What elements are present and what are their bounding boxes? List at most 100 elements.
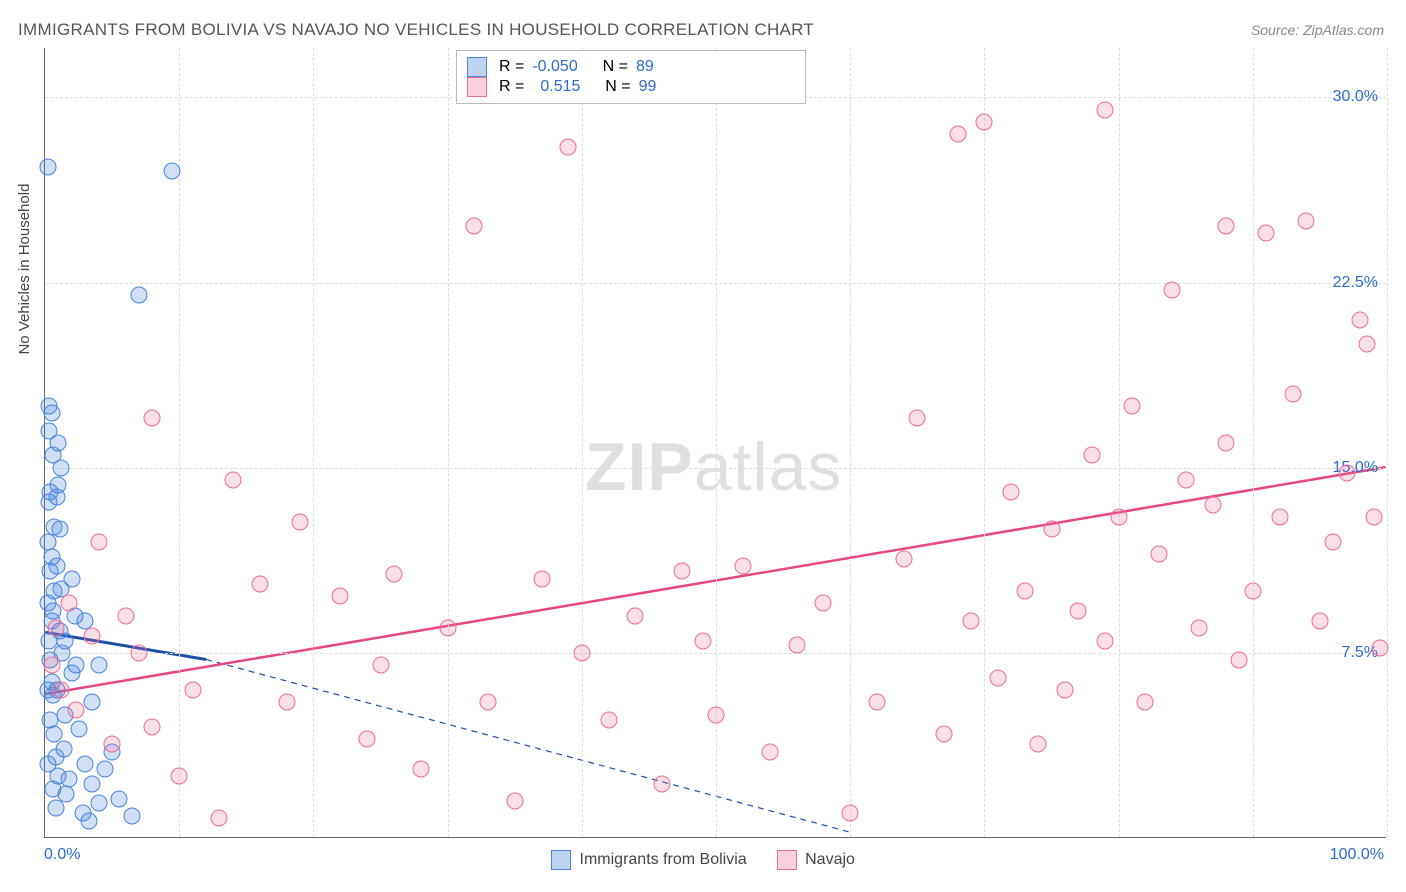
grid-line-v: [1253, 48, 1254, 837]
scatter-point: [1358, 336, 1375, 353]
scatter-point: [1124, 397, 1141, 414]
scatter-point: [291, 514, 308, 531]
scatter-point: [842, 805, 859, 822]
scatter-point: [815, 595, 832, 612]
scatter-point: [1258, 225, 1275, 242]
scatter-point: [124, 807, 141, 824]
scatter-point: [560, 138, 577, 155]
scatter-point: [949, 126, 966, 143]
r-label: R =: [499, 58, 524, 76]
scatter-point: [1056, 681, 1073, 698]
swatch-series0-icon: [467, 57, 487, 77]
scatter-point: [55, 741, 72, 758]
n-value-series1: 99: [639, 78, 657, 96]
scatter-point: [1204, 496, 1221, 513]
scatter-point: [1298, 212, 1315, 229]
scatter-point: [224, 472, 241, 489]
scatter-point: [144, 718, 161, 735]
scatter-point: [47, 800, 64, 817]
scatter-point: [1070, 602, 1087, 619]
plot-area: ZIPatlas 7.5%15.0%22.5%30.0%: [44, 48, 1386, 838]
scatter-point: [61, 595, 78, 612]
scatter-point: [1003, 484, 1020, 501]
scatter-point: [46, 583, 63, 600]
correlation-legend: R = -0.050 N = 89 R = 0.515 N = 99: [456, 50, 806, 104]
scatter-point: [385, 565, 402, 582]
legend-label-series1: Navajo: [805, 851, 855, 868]
scatter-point: [694, 632, 711, 649]
n-value-series0: 89: [636, 58, 654, 76]
scatter-point: [1372, 639, 1389, 656]
series-legend: Immigrants from Bolivia Navajo: [0, 850, 1406, 870]
scatter-point: [83, 775, 100, 792]
scatter-point: [47, 620, 64, 637]
scatter-point: [77, 755, 94, 772]
scatter-point: [83, 627, 100, 644]
grid-line-v: [850, 48, 851, 837]
y-tick-label: 30.0%: [1333, 88, 1378, 106]
n-label: N =: [603, 58, 628, 76]
scatter-point: [506, 792, 523, 809]
scatter-point: [42, 484, 59, 501]
scatter-point: [466, 217, 483, 234]
scatter-point: [70, 721, 87, 738]
scatter-point: [251, 575, 268, 592]
scatter-point: [67, 701, 84, 718]
source-label: Source: ZipAtlas.com: [1251, 22, 1384, 38]
y-tick-label: 22.5%: [1333, 274, 1378, 292]
scatter-point: [67, 657, 84, 674]
scatter-point: [97, 760, 114, 777]
scatter-point: [909, 410, 926, 427]
r-label: R =: [499, 78, 524, 96]
scatter-point: [989, 669, 1006, 686]
swatch-series1-icon: [777, 850, 797, 870]
r-value-series1: 0.515: [540, 78, 580, 96]
scatter-point: [1285, 385, 1302, 402]
scatter-point: [104, 736, 121, 753]
scatter-point: [627, 607, 644, 624]
scatter-point: [976, 114, 993, 131]
scatter-point: [439, 620, 456, 637]
scatter-point: [211, 810, 228, 827]
scatter-point: [895, 551, 912, 568]
scatter-point: [278, 694, 295, 711]
scatter-point: [1217, 217, 1234, 234]
scatter-point: [1177, 472, 1194, 489]
scatter-point: [1016, 583, 1033, 600]
scatter-point: [49, 558, 66, 575]
scatter-point: [90, 533, 107, 550]
swatch-series0-icon: [551, 850, 571, 870]
scatter-point: [936, 726, 953, 743]
scatter-point: [83, 694, 100, 711]
scatter-point: [1043, 521, 1060, 538]
scatter-point: [53, 681, 70, 698]
scatter-point: [1110, 509, 1127, 526]
chart-title: IMMIGRANTS FROM BOLIVIA VS NAVAJO NO VEH…: [18, 20, 814, 40]
scatter-point: [573, 644, 590, 661]
scatter-point: [1217, 435, 1234, 452]
chart-container: IMMIGRANTS FROM BOLIVIA VS NAVAJO NO VEH…: [0, 0, 1406, 892]
r-value-series0: -0.050: [532, 58, 577, 76]
scatter-point: [164, 163, 181, 180]
scatter-point: [479, 694, 496, 711]
grid-line-v: [984, 48, 985, 837]
scatter-point: [962, 612, 979, 629]
scatter-point: [869, 694, 886, 711]
grid-line-v: [448, 48, 449, 837]
legend-item-series1: Navajo: [777, 850, 855, 870]
scatter-point: [39, 158, 56, 175]
scatter-point: [110, 790, 127, 807]
scatter-point: [1271, 509, 1288, 526]
n-label: N =: [605, 78, 630, 96]
scatter-point: [600, 711, 617, 728]
y-axis-label: No Vehicles in Household: [16, 184, 33, 355]
scatter-point: [117, 607, 134, 624]
scatter-point: [42, 711, 59, 728]
scatter-point: [51, 521, 68, 538]
scatter-point: [359, 731, 376, 748]
scatter-point: [1097, 101, 1114, 118]
scatter-point: [533, 570, 550, 587]
scatter-point: [50, 435, 67, 452]
scatter-point: [412, 760, 429, 777]
scatter-point: [41, 397, 58, 414]
